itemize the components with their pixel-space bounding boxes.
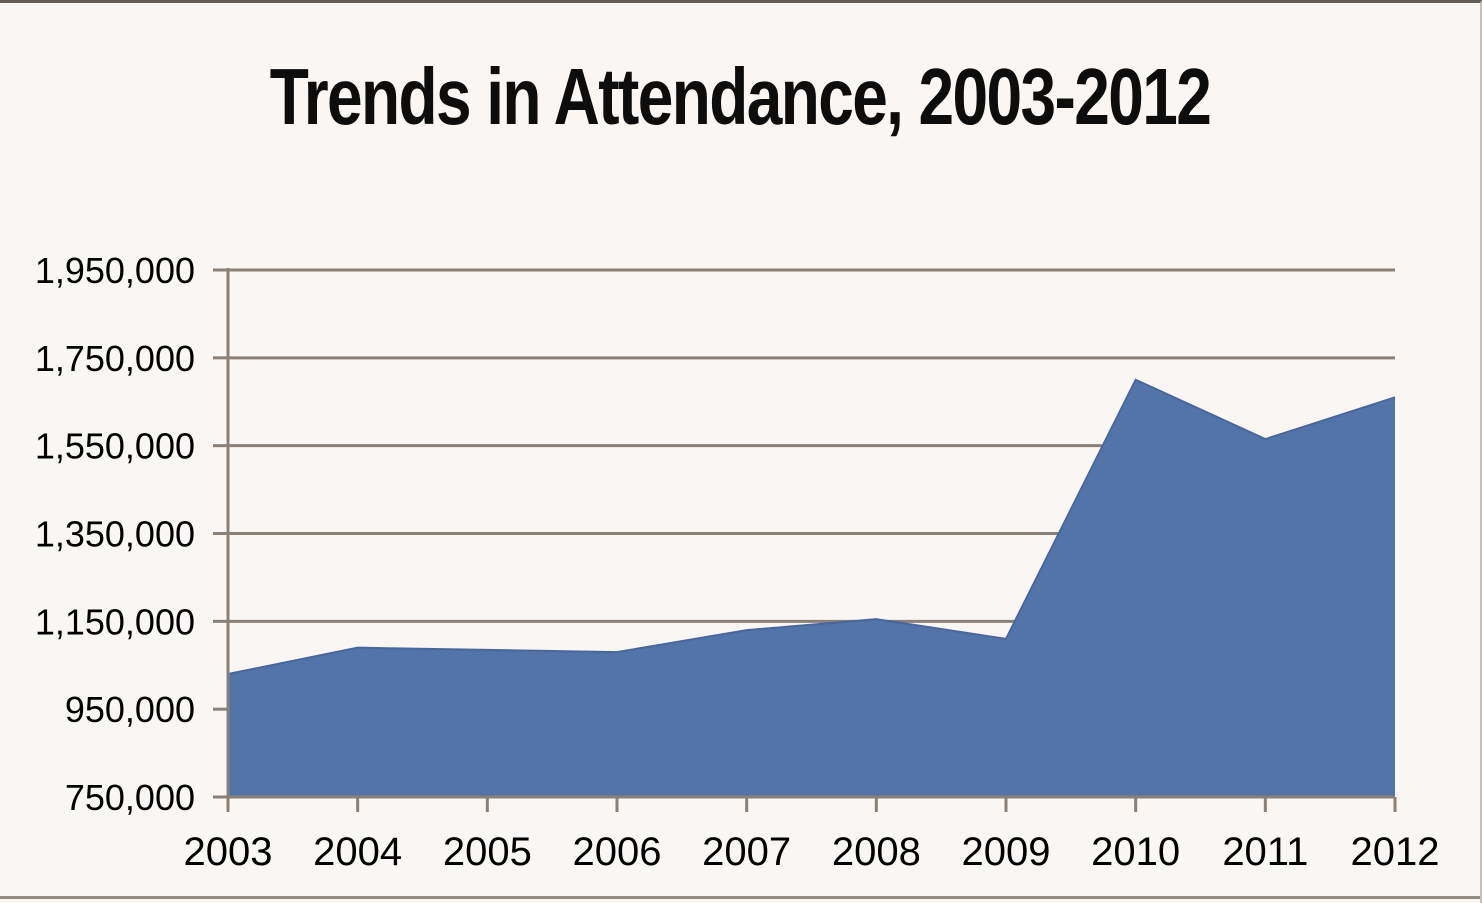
- bottom-border-rule: [0, 896, 1480, 899]
- y-tick-label: 1,950,000: [35, 250, 195, 291]
- x-tick-label: 2011: [1222, 830, 1308, 874]
- y-tick-label: 1,550,000: [35, 426, 195, 467]
- y-tick-label: 950,000: [65, 689, 195, 730]
- x-tick-label: 2003: [184, 830, 273, 874]
- x-tick-label: 2010: [1091, 830, 1180, 874]
- area-series-edge: [227, 378, 1396, 676]
- x-tick-label: 2006: [573, 830, 662, 874]
- y-tick-label: 1,750,000: [35, 338, 195, 379]
- x-tick-label: 2008: [832, 830, 921, 874]
- x-tick-label: 2009: [962, 830, 1051, 874]
- chart-title: Trends in Attendance, 2003-2012: [269, 52, 1212, 141]
- attendance-area-chart: 750,000 950,000 1,150,000 1,350,000 1,550,00…: [35, 250, 1440, 874]
- x-tick-label: 2007: [702, 830, 791, 874]
- x-tick-label: 2012: [1351, 830, 1440, 874]
- x-tick-label: 2005: [443, 830, 532, 874]
- area-series-attendance: [228, 379, 1395, 797]
- y-tick-label: 750,000: [65, 777, 195, 818]
- y-tick-label: 1,350,000: [35, 514, 195, 555]
- x-tick-label: 2004: [313, 830, 402, 874]
- y-tick-label: 1,150,000: [35, 601, 195, 642]
